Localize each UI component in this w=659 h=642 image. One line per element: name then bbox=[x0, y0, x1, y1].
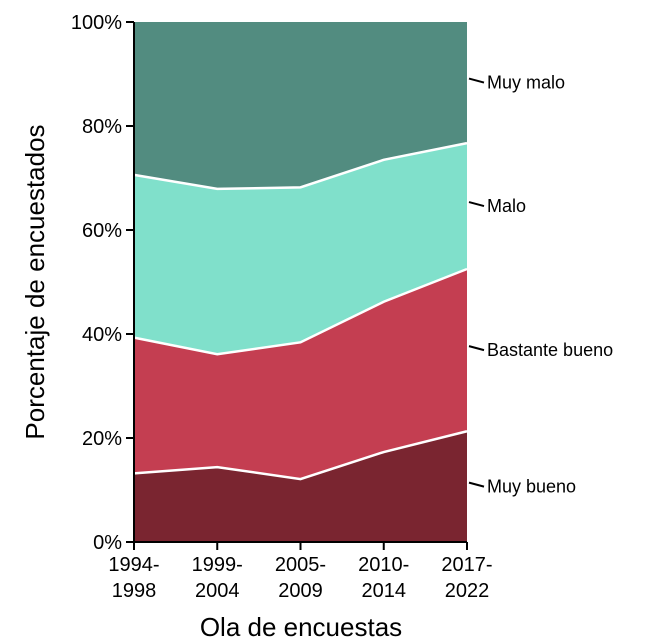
series-label: Malo bbox=[487, 196, 526, 216]
y-tick-label: 60% bbox=[82, 220, 122, 242]
x-tick-label: 2017- bbox=[441, 554, 492, 576]
x-tick-label: 1999- bbox=[192, 554, 243, 576]
series-label-pointer bbox=[468, 201, 485, 208]
area-layers bbox=[134, 22, 467, 542]
x-tick-label: 1998 bbox=[112, 580, 157, 602]
series-labels: Muy bueno Bastante bueno Malo Muy malo bbox=[468, 73, 613, 497]
series-label: Bastante bueno bbox=[487, 340, 613, 360]
y-tick-label: 80% bbox=[82, 116, 122, 138]
boundary-line bbox=[133, 141, 468, 191]
series-label: Muy bueno bbox=[487, 477, 576, 497]
x-tick-label: 2004 bbox=[195, 580, 240, 602]
axes: 0% 20% 40% 60% 80% 100% 1994- 1998 1999- 2004 2005… bbox=[71, 12, 493, 602]
boundary-line bbox=[133, 430, 468, 481]
x-tick-label: 1994- bbox=[108, 554, 159, 576]
area-muy-malo bbox=[134, 22, 467, 189]
x-tick-label: 2014 bbox=[362, 580, 407, 602]
series-label-pointer bbox=[468, 481, 485, 488]
series-label-pointer bbox=[468, 77, 485, 84]
x-axis-title: Ola de encuestas bbox=[200, 612, 402, 642]
series-label: Muy malo bbox=[487, 73, 565, 93]
area-boundaries bbox=[133, 141, 468, 481]
x-tick-label: 2010- bbox=[358, 554, 409, 576]
y-tick-label: 40% bbox=[82, 324, 122, 346]
x-tick-label: 2022 bbox=[445, 580, 490, 602]
y-axis-title: Porcentaje de encuestados bbox=[20, 124, 50, 439]
x-tick-label: 2005- bbox=[275, 554, 326, 576]
series-label-pointer bbox=[468, 345, 485, 352]
x-tick-label: 2009 bbox=[278, 580, 323, 602]
area-bastante-bueno bbox=[134, 269, 467, 480]
y-tick-label: 0% bbox=[93, 532, 122, 554]
y-tick-label: 20% bbox=[82, 428, 122, 450]
y-tick-label: 100% bbox=[71, 12, 122, 34]
boundary-line bbox=[133, 267, 468, 356]
area-muy-bueno bbox=[134, 431, 467, 542]
